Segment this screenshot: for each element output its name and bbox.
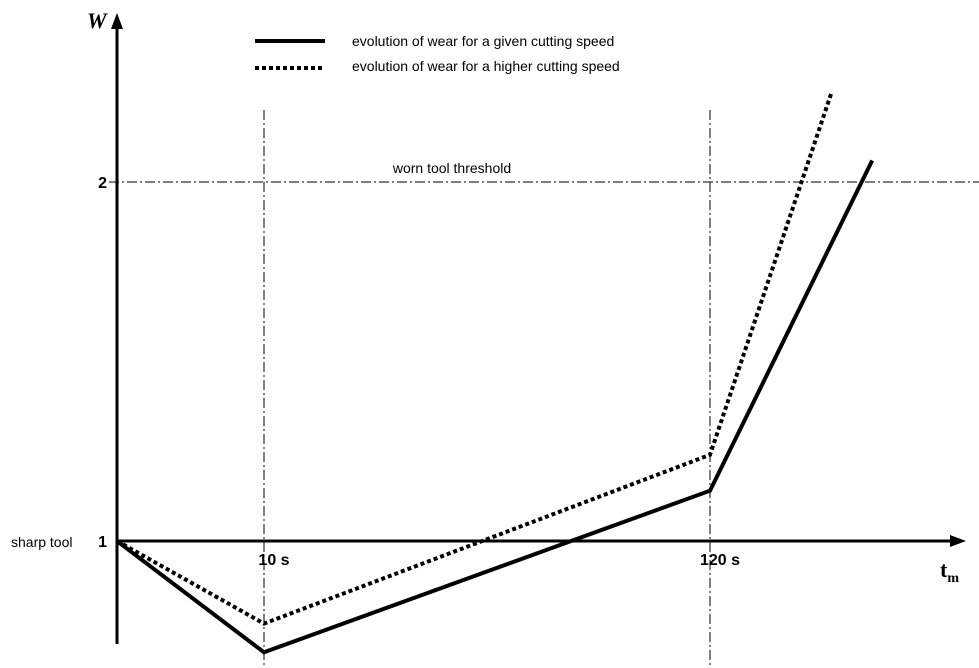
legend-label-dotted: evolution of wear for a higher cutting s… (352, 58, 620, 74)
x-axis-title-main: t (940, 557, 948, 582)
x-axis (117, 535, 966, 547)
y-tick-label-1: 1 (98, 534, 107, 551)
x-axis-arrow (950, 535, 966, 547)
legend-label-solid: evolution of wear for a given cutting sp… (352, 33, 614, 49)
origin-label: sharp tool (11, 534, 72, 550)
y-axis-title: W (87, 8, 108, 33)
threshold-label: worn tool threshold (392, 160, 511, 176)
y-axis-arrow (111, 13, 123, 29)
y-tick-label-2: 2 (98, 175, 107, 192)
x-tick-label-10s: 10 s (258, 552, 289, 569)
legend: evolution of wear for a given cutting sp… (255, 33, 620, 74)
x-axis-title: tm (940, 557, 959, 586)
x-tick-label-120s: 120 s (700, 552, 740, 569)
series-higher-speed-line (116, 91, 834, 626)
y-axis (111, 13, 123, 644)
x-axis-title-subscript: m (947, 571, 959, 586)
series-given-speed-line (115, 159, 874, 655)
